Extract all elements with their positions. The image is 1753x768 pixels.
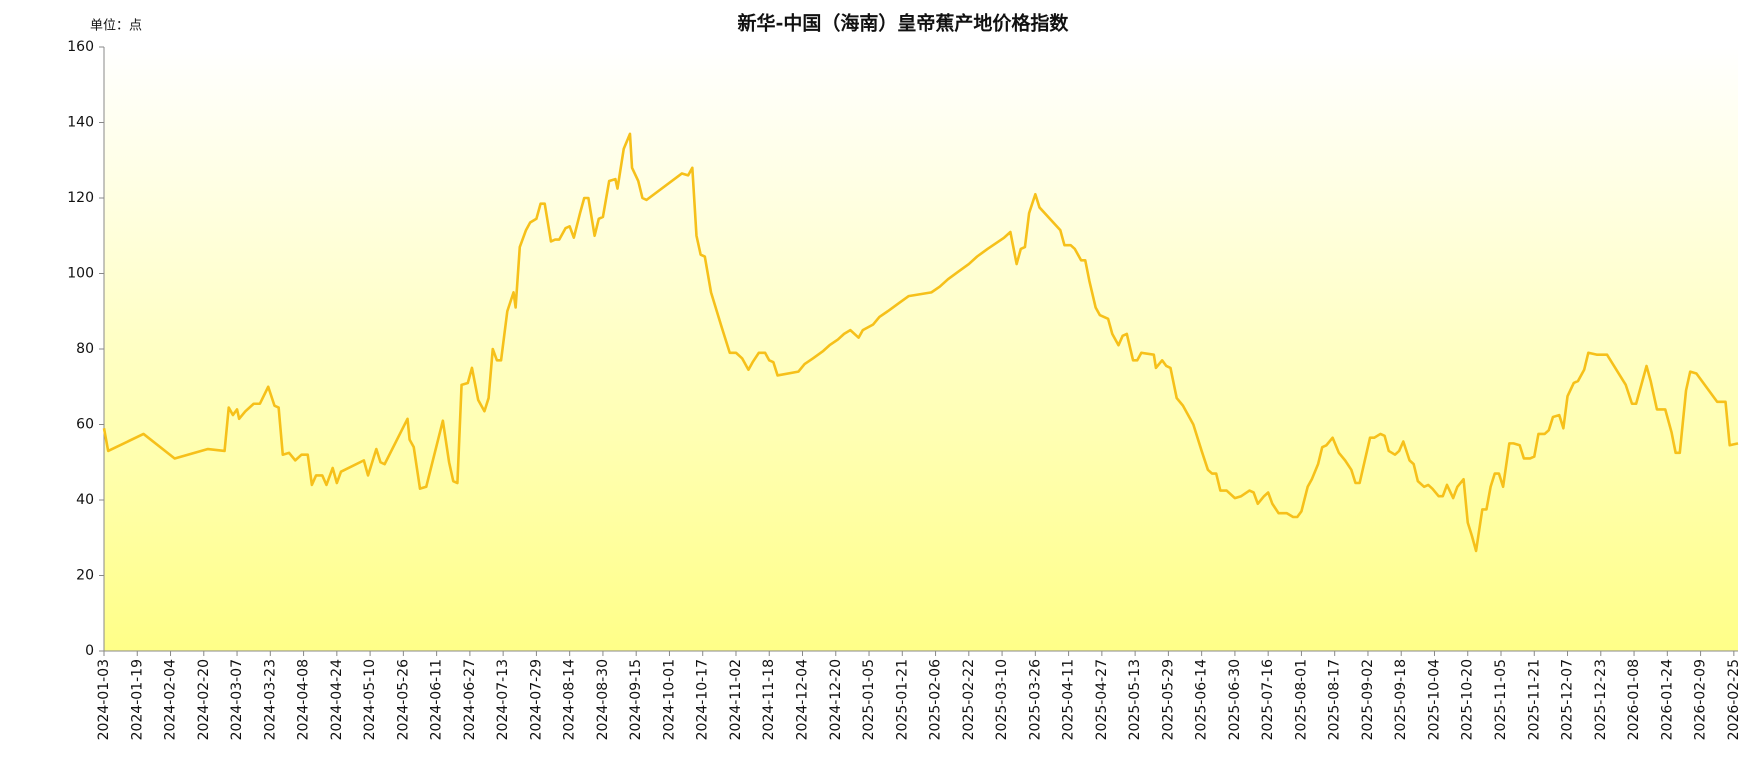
x-tick-label: 2024-07-13 [495,659,511,740]
x-tick-label: 2025-04-11 [1061,659,1077,740]
x-tick-label: 2024-08-30 [595,659,611,740]
x-tick-label: 2024-01-19 [129,659,145,740]
x-tick-label: 2024-02-20 [196,659,212,740]
x-tick-label: 2024-08-14 [562,659,578,740]
x-tick-label: 2025-02-22 [961,659,977,740]
x-tick-label: 2025-08-01 [1293,659,1309,740]
x-tick-label: 2025-08-17 [1327,659,1343,740]
x-tick-label: 2025-02-06 [928,659,944,740]
x-tick-label: 2024-01-03 [96,659,112,740]
x-tick-label: 2025-12-23 [1593,659,1609,740]
y-tick-label: 100 [67,266,94,282]
x-tick-label: 2024-03-07 [229,659,245,740]
x-tick-label: 2024-10-17 [695,659,711,740]
x-tick-label: 2025-04-27 [1094,659,1110,740]
y-tick-label: 120 [67,190,94,206]
chart-title: 新华-中国（海南）皇帝蕉产地价格指数 [738,12,1070,35]
y-tick-label: 160 [67,39,94,55]
x-tick-label: 2026-01-08 [1626,659,1642,740]
x-tick-label: 2025-03-10 [994,659,1010,740]
x-tick-label: 2024-03-23 [262,659,278,740]
x-tick-label: 2025-06-14 [1194,659,1210,740]
x-tick-label: 2024-06-27 [462,659,478,740]
x-tick-label: 2025-10-20 [1460,659,1476,740]
x-tick-label: 2024-02-04 [163,659,179,740]
x-tick-label: 2024-06-11 [429,659,445,740]
x-tick-label: 2025-01-05 [861,659,877,740]
x-tick-label: 2024-04-24 [329,659,345,740]
y-tick-label: 140 [67,115,94,131]
x-tick-label: 2024-05-10 [362,659,378,740]
x-tick-label: 2026-01-24 [1659,659,1675,740]
price-line [102,132,1739,553]
x-tick-label: 2025-05-13 [1127,659,1143,740]
x-tick-label: 2025-05-29 [1160,659,1176,740]
x-tick-label: 2024-12-04 [795,659,811,740]
x-tick-label: 2025-11-21 [1526,659,1542,740]
x-tick-label: 2024-10-01 [661,659,677,740]
x-tick-label: 2025-07-16 [1260,659,1276,740]
x-tick-label: 2024-05-26 [395,659,411,740]
x-tick-label: 2025-09-18 [1393,659,1409,740]
x-tick-label: 2025-09-02 [1360,659,1376,740]
x-tick-label: 2024-04-08 [296,659,312,740]
y-tick-label: 60 [76,417,94,433]
y-tick-label: 80 [76,341,94,357]
x-tick-label: 2025-03-26 [1027,659,1043,740]
x-tick-label: 2025-01-21 [894,659,910,740]
y-tick-label: 40 [76,492,94,508]
x-tick-label: 2025-06-30 [1227,659,1243,740]
y-tick-label: 20 [76,568,94,584]
plot-background [104,47,1738,651]
x-tick-label: 2025-11-05 [1493,659,1509,740]
unit-label: 单位：点 [90,19,142,34]
y-tick-label: 0 [85,643,94,659]
x-tick-label: 2025-10-04 [1426,659,1442,740]
x-tick-label: 2026-02-09 [1693,659,1709,740]
x-tick-label: 2024-09-15 [628,659,644,740]
x-tick-label: 2024-07-29 [528,659,544,740]
x-tick-label: 2024-11-18 [761,659,777,740]
x-tick-label: 2024-12-20 [828,659,844,740]
x-tick-label: 2026-02-25 [1726,659,1742,740]
x-tick-label: 2024-11-02 [728,659,744,740]
x-tick-label: 2025-12-07 [1560,659,1576,740]
